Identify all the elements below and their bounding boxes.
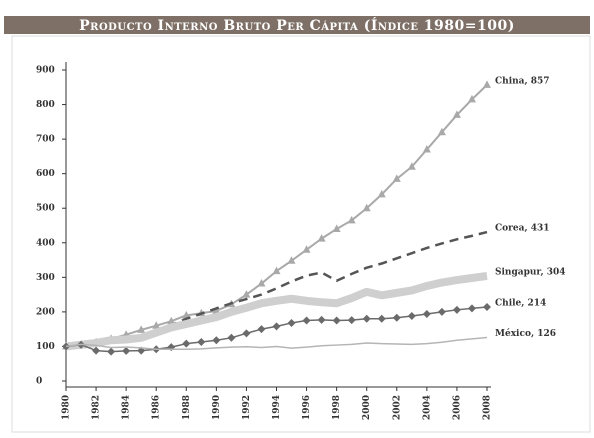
marker	[182, 339, 191, 348]
series-label: Singapur, 304	[495, 267, 566, 277]
x-tick-label: 1992	[242, 395, 252, 420]
x-tick-label: 1996	[302, 395, 312, 420]
marker	[197, 337, 206, 346]
marker	[92, 346, 101, 355]
marker	[437, 307, 446, 316]
marker	[407, 162, 416, 170]
title-bar	[4, 16, 590, 34]
marker	[347, 215, 356, 224]
x-tick-label: 1994	[272, 395, 282, 420]
marker	[212, 336, 221, 345]
marker	[242, 290, 251, 298]
marker	[317, 315, 326, 324]
marker	[452, 110, 461, 118]
marker	[107, 347, 116, 356]
marker	[467, 94, 476, 103]
marker	[212, 306, 221, 314]
marker	[332, 316, 341, 325]
y-tick-label: 600	[36, 169, 55, 179]
y-tick-label: 0	[36, 377, 42, 387]
marker	[242, 329, 251, 338]
x-tick-label: 2004	[422, 395, 432, 420]
marker	[377, 314, 386, 323]
marker	[272, 266, 281, 275]
x-tick-label: 1982	[92, 395, 102, 420]
marker	[452, 305, 461, 314]
marker	[317, 234, 326, 242]
marker	[227, 333, 236, 342]
marker	[257, 325, 266, 334]
marker	[152, 321, 161, 329]
marker	[422, 144, 431, 153]
x-tick-label: 2000	[362, 395, 372, 420]
marker	[467, 304, 476, 313]
series-label: Chile, 214	[495, 299, 546, 309]
marker	[347, 316, 356, 325]
marker	[392, 174, 401, 182]
series-line	[65, 271, 488, 351]
marker	[257, 279, 266, 287]
y-tick-label: 300	[36, 273, 55, 283]
series-label: Corea, 431	[495, 224, 550, 234]
marker	[302, 316, 311, 325]
marker	[362, 203, 371, 212]
chart-title: Producto Interno Bruto Per Cápita (Índic…	[79, 16, 515, 34]
marker	[287, 318, 296, 327]
y-tick-label: 200	[36, 307, 55, 317]
x-tick-label: 1998	[332, 395, 342, 420]
marker	[122, 346, 131, 355]
marker	[182, 310, 191, 319]
marker	[422, 309, 431, 318]
marker	[362, 314, 371, 323]
marker	[407, 312, 416, 321]
series-label: China, 857	[495, 76, 550, 86]
marker	[287, 256, 296, 264]
marker	[483, 303, 491, 312]
y-tick-label: 700	[36, 135, 55, 145]
series-label: México, 126	[495, 328, 556, 339]
x-tick-label: 2006	[452, 395, 462, 420]
marker	[272, 322, 281, 331]
x-tick-label: 1986	[152, 395, 162, 420]
marker	[167, 316, 176, 325]
marker	[302, 245, 311, 253]
x-tick-label: 1980	[62, 395, 72, 420]
panel	[11, 35, 591, 433]
y-tick-label: 100	[36, 342, 55, 352]
y-tick-label: 800	[36, 100, 55, 110]
x-tick-label: 1984	[122, 395, 132, 420]
y-tick-label: 900	[36, 66, 55, 76]
marker	[377, 189, 386, 198]
x-tick-label: 2002	[392, 395, 402, 420]
x-tick-label: 2008	[483, 395, 493, 420]
marker	[392, 313, 401, 322]
x-tick-label: 1990	[212, 395, 222, 420]
y-tick-label: 400	[36, 238, 55, 248]
marker	[437, 127, 446, 136]
marker	[332, 224, 341, 232]
y-tick-label: 500	[36, 204, 55, 214]
x-tick-label: 1988	[182, 395, 192, 420]
marker	[137, 325, 146, 333]
series-line	[65, 336, 488, 350]
marker	[483, 80, 491, 88]
